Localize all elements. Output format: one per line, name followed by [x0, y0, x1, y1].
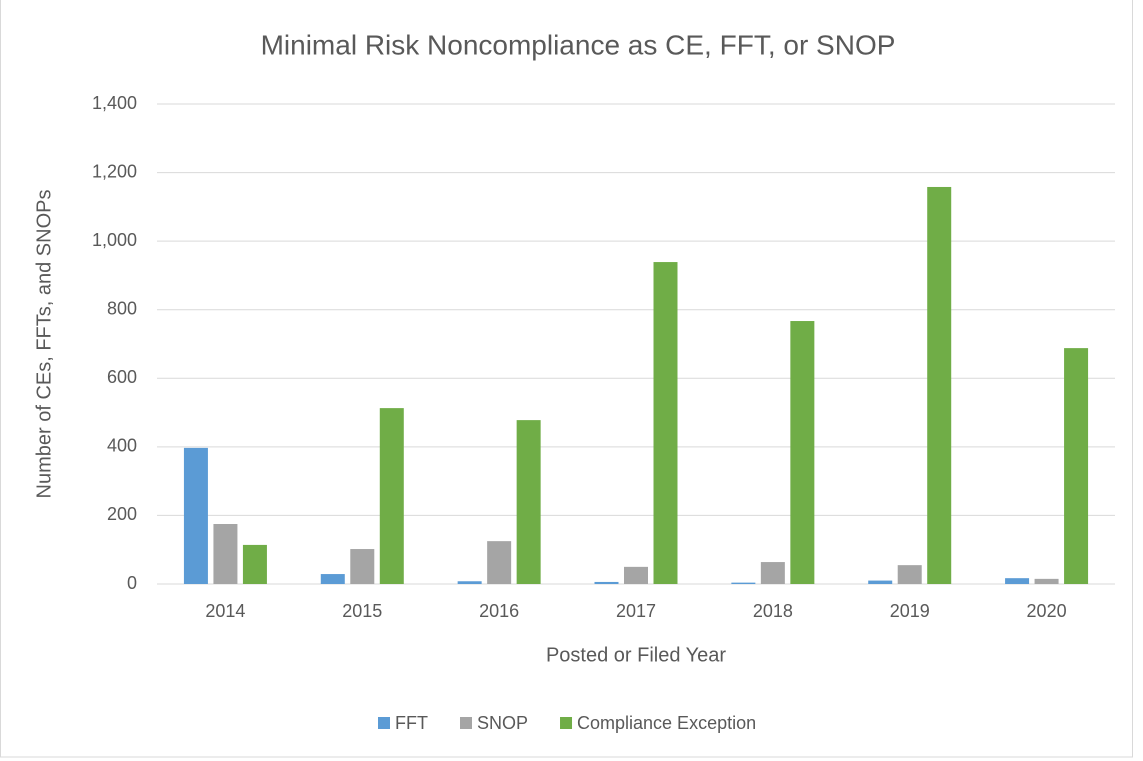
- y-tick-label: 600: [107, 367, 137, 387]
- bar: [379, 408, 404, 584]
- bar: [594, 581, 619, 584]
- bar: [487, 541, 512, 584]
- x-axis-label: Posted or Filed Year: [546, 644, 726, 666]
- bar: [516, 420, 541, 584]
- chart-title: Minimal Risk Noncompliance as CE, FFT, o…: [261, 29, 896, 60]
- legend-label: FFT: [395, 713, 428, 733]
- x-tick-label: 2020: [1027, 601, 1067, 621]
- bar: [760, 562, 785, 584]
- bar: [927, 186, 952, 584]
- legend-swatch: [378, 717, 390, 729]
- bar: [1034, 578, 1059, 584]
- x-tick-label: 2014: [205, 601, 245, 621]
- bar: [624, 566, 648, 584]
- legend-swatch: [560, 717, 573, 729]
- x-tick-label: 2016: [479, 601, 519, 621]
- x-tick-label: 2019: [890, 601, 930, 621]
- legend-label: SNOP: [477, 713, 528, 733]
- y-tick-label: 0: [127, 573, 137, 593]
- y-tick-label: 1,200: [92, 161, 137, 181]
- legend-label: Compliance Exception: [577, 713, 756, 733]
- bar: [213, 524, 238, 584]
- y-tick-label: 1,000: [92, 230, 137, 250]
- bar: [868, 580, 893, 584]
- y-tick-label: 1,400: [92, 93, 137, 113]
- y-tick-label: 800: [107, 298, 137, 318]
- bar: [653, 262, 678, 584]
- y-axis-label: Number of CEs, FFTs, and SNOPs: [33, 190, 55, 499]
- y-tick-label: 400: [107, 436, 137, 456]
- bar: [1064, 348, 1089, 584]
- bar: [790, 321, 815, 584]
- x-tick-label: 2017: [616, 601, 656, 621]
- bar: [320, 574, 345, 584]
- bar: [183, 447, 208, 584]
- bar: [897, 565, 922, 584]
- bar: [350, 549, 375, 584]
- legend-swatch: [460, 717, 472, 729]
- y-tick-label: 200: [107, 504, 137, 524]
- bar: [242, 544, 267, 584]
- bar: [457, 581, 482, 584]
- x-tick-label: 2015: [342, 601, 382, 621]
- bar: [1005, 578, 1030, 584]
- bar: [731, 582, 756, 584]
- x-tick-label: 2018: [753, 601, 793, 621]
